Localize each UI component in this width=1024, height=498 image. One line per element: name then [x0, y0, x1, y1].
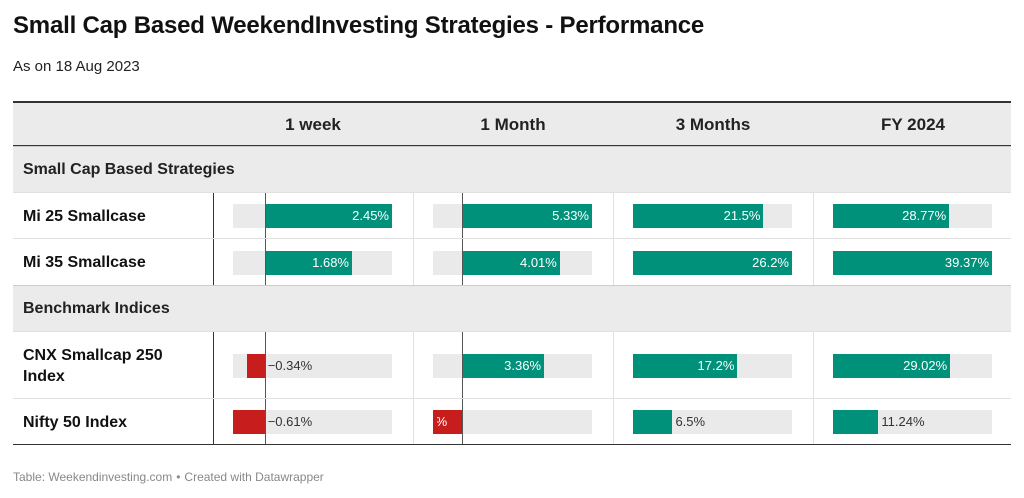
zero-baseline	[264, 239, 266, 286]
label-column-divider	[213, 239, 214, 286]
bar-1-month	[462, 204, 592, 228]
bar-3-months	[633, 353, 738, 378]
bar-value-label: 28.77%	[902, 208, 947, 223]
bar-1-week	[264, 250, 352, 275]
column-divider	[413, 239, 414, 286]
row-label: CNX Smallcap 250 Index	[23, 346, 163, 385]
label-column-divider	[213, 399, 214, 445]
table-row-nifty-50-index: Nifty 50 Index −0.61%% 6.5% 11.24%	[13, 398, 1011, 445]
bar-1-week	[247, 353, 265, 378]
footer: Table: Weekendinvesting.com • Created with…	[13, 470, 324, 484]
table-row-mi-25-smallcase: Mi 25 Smallcase 2.45% 5.33% 21.5% 28.77%	[13, 192, 1011, 239]
bar-value-label: 1.68%	[312, 254, 349, 270]
bar-value-label: −0.61%	[267, 414, 313, 429]
bar-value-label: 21.5%	[723, 208, 761, 223]
footer-source: Table: Weekendinvesting.com	[13, 470, 173, 484]
bar-fy-2024	[833, 250, 992, 275]
zero-baseline	[264, 399, 266, 445]
table-row-cnx-smallcap-250-index: CNX Smallcap 250 Index −0.34% 3.36% 17.2% 29…	[13, 331, 1011, 399]
zero-baseline	[462, 399, 464, 445]
column-header-1-month: 1 Month	[480, 115, 546, 134]
bar-value-label: 39.37%	[944, 254, 989, 270]
bar-fy-2024	[833, 353, 951, 378]
column-header-3-months: 3 Months	[675, 115, 751, 134]
column-divider	[613, 332, 614, 399]
row-label: Mi 25 Smallcase	[23, 207, 146, 225]
zero-baseline	[264, 193, 266, 239]
bar-fy-2024	[833, 410, 879, 434]
row-label: Nifty 50 Index	[23, 413, 128, 431]
bar-value-label: 6.5%	[675, 414, 706, 429]
zero-baseline	[462, 193, 464, 239]
footer-credit: Created with Datawrapper	[184, 470, 324, 484]
column-divider	[813, 193, 814, 239]
bar-value-label: 5.33%	[552, 208, 589, 223]
table-row-mi-35-smallcase: Mi 35 Smallcase 1.68% 4.01% 26.2% 39.37%	[13, 238, 1011, 286]
bar-1-week	[233, 410, 265, 434]
bar-3-months	[633, 250, 792, 275]
bar-1-month	[433, 410, 463, 434]
chart-title: Small Cap Based WeekendInvesting Strateg…	[13, 12, 705, 39]
row-label: Mi 35 Smallcase	[23, 254, 146, 271]
group-row-small-cap-based-strategies: Small Cap Based Strategies	[13, 146, 1011, 192]
table-bottom-border	[13, 444, 1011, 445]
column-divider	[413, 193, 414, 239]
label-column-divider	[213, 193, 214, 239]
bar-value-label: 11.24%	[881, 414, 925, 429]
bar-value-label: 29.02%	[903, 357, 948, 373]
bar-value-label: 2.45%	[352, 208, 389, 223]
column-divider	[413, 399, 414, 445]
label-column-divider	[213, 332, 214, 399]
bar-1-month	[462, 353, 545, 378]
column-divider	[813, 399, 814, 445]
zero-baseline	[264, 332, 266, 399]
column-header-1-week: 1 week	[285, 115, 341, 134]
group-row-benchmark-indices: Benchmark Indices	[13, 285, 1011, 331]
column-divider	[613, 239, 614, 286]
bar-value-label: 17.2%	[697, 357, 735, 373]
footer-separator: •	[176, 470, 181, 484]
group-label: Small Cap Based Strategies	[23, 161, 235, 178]
bar-value-label: 26.2%	[752, 254, 789, 270]
group-label: Benchmark Indices	[23, 300, 170, 317]
bar-1-week	[264, 204, 392, 228]
column-divider	[613, 193, 614, 239]
zero-baseline	[462, 239, 464, 286]
column-divider	[813, 332, 814, 399]
column-divider	[613, 399, 614, 445]
zero-baseline	[462, 332, 464, 399]
bar-1-month	[462, 250, 560, 275]
bar-value-label: %	[437, 410, 447, 434]
bar-3-months	[633, 410, 673, 434]
column-divider	[813, 239, 814, 286]
bar-value-label: 3.36%	[504, 357, 542, 373]
column-header-fy-2024: FY 2024	[881, 115, 945, 134]
table-header-row: 1 week 1 Month 3 Months FY 2024	[13, 101, 1011, 146]
bar-3-months	[633, 204, 764, 228]
bar-fy-2024	[833, 204, 950, 228]
bar-value-label: 4.01%	[519, 254, 557, 270]
column-divider	[413, 332, 414, 399]
bar-value-label: −0.34%	[267, 357, 313, 373]
chart-subtitle: As on 18 Aug 2023	[13, 58, 140, 75]
